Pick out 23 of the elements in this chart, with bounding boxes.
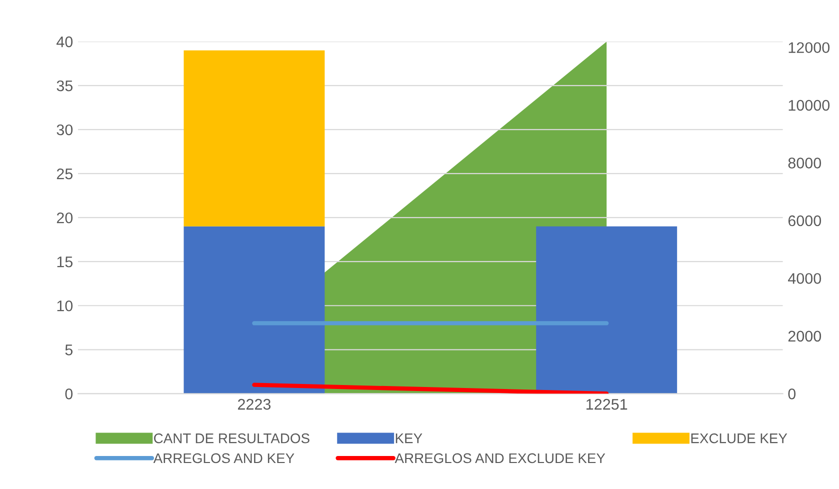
y2-tick-label: 10000 [788,100,830,111]
y2-tick-label: 12000 [788,42,830,54]
y-tick-label: 5 [65,344,73,356]
y2-tick-label: 8000 [788,158,822,168]
legend-label: ARREGLOS AND EXCLUDE KEY [394,453,606,464]
y-tick-label: 40 [56,36,73,48]
x-tick-label: 2223 [238,398,271,410]
y-tick-label: 0 [65,388,73,400]
legend-label: EXCLUDE KEY [691,433,788,444]
y-tick-label: 35 [56,80,73,92]
y-tick-label: 25 [56,168,73,180]
y-tick-label: 20 [56,212,73,224]
y2-tick-label: 2000 [788,330,822,342]
y2-tick-label: 6000 [788,215,822,226]
y-tick-label: 30 [56,124,73,136]
legend-label: ARREGLOS AND KEY [153,453,294,464]
x-tick-label: 12251 [586,398,628,410]
y2-tick-label: 0 [788,388,796,400]
y2-tick-label: 4000 [788,273,822,284]
y-tick-label: 15 [57,256,73,268]
legend-label: CANT DE RESULTADOS [154,433,310,444]
legend-label: KEY [396,434,422,444]
y-tick-label: 10 [57,300,73,312]
